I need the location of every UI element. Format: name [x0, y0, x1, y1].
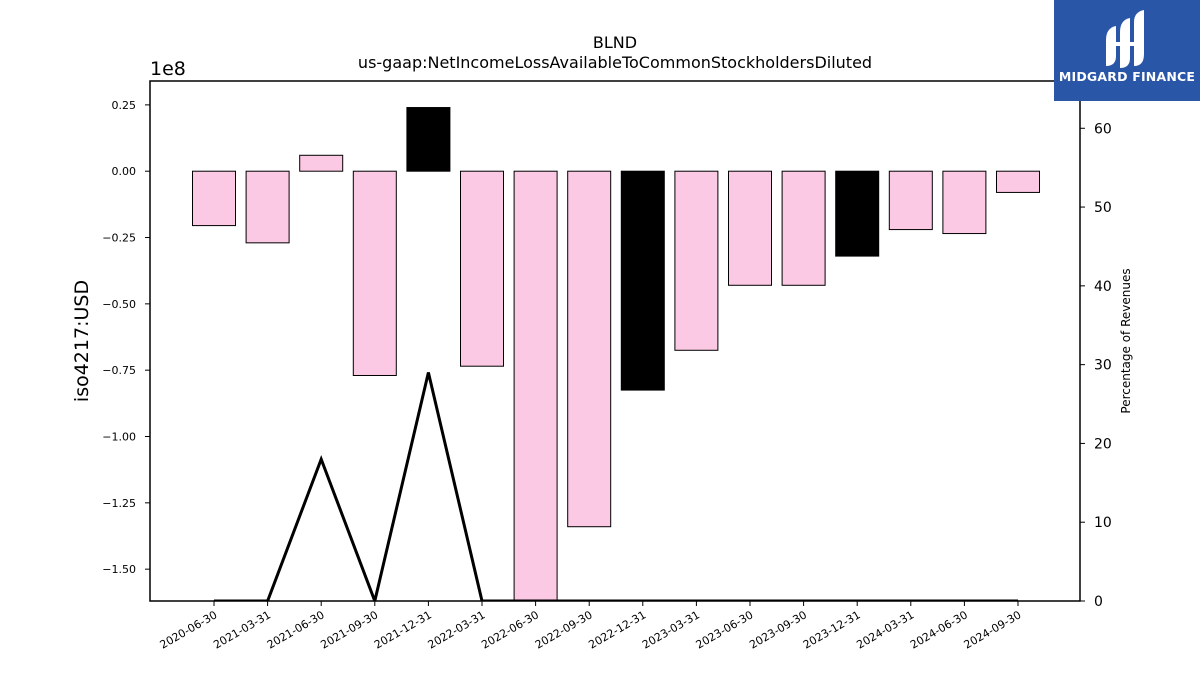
y-tick-label: −1.50: [102, 563, 136, 576]
x-tick-label: 2022-06-30: [479, 608, 541, 651]
y2-tick-label: 30: [1094, 358, 1112, 374]
bar-2021-12-31: [406, 107, 451, 172]
bar-2024-06-30: [942, 170, 987, 235]
bar-group: [192, 107, 1040, 601]
bar-2023-06-30: [728, 170, 772, 286]
midgard-logo-icon: [1106, 10, 1144, 68]
x-tick-label: 2021-03-31: [211, 608, 273, 651]
x-tick-label: 2023-09-30: [747, 608, 809, 651]
y-tick-label: 0.00: [112, 165, 137, 178]
bar-2021-06-30: [299, 154, 344, 172]
x-tick-label: 2021-09-30: [318, 608, 380, 651]
y2-tick-label: 60: [1094, 121, 1112, 137]
y-tick-label: −0.50: [102, 298, 136, 311]
x-tick-label: 2024-09-30: [962, 608, 1024, 651]
plot-frame: [149, 80, 1081, 602]
bar-2022-03-31: [460, 170, 504, 367]
y-tick-label: −1.25: [102, 497, 136, 510]
bar-2023-12-31: [835, 170, 880, 257]
y2-tick-label: 20: [1094, 436, 1112, 452]
y-axis-label: iso4217:USD: [71, 280, 93, 402]
bar-2023-09-30: [781, 170, 826, 286]
x-tick-label: 2024-06-30: [908, 608, 970, 651]
y2-tick-label: 50: [1094, 200, 1112, 216]
bar-2020-06-30: [192, 170, 236, 227]
midgard-finance-logo: MIDGARD FINANCE: [1054, 0, 1200, 101]
y2-tick-label: 0: [1094, 594, 1103, 610]
chart-title: BLND: [593, 33, 637, 52]
percentage-line: [214, 372, 1018, 601]
x-tick-label: 2021-12-31: [372, 608, 434, 651]
y-tick-label: −1.00: [102, 431, 136, 444]
chart-subtitle: us-gaap:NetIncomeLossAvailableToCommonSt…: [358, 53, 872, 72]
bar-2023-03-31: [674, 170, 719, 351]
y-offset-label: 1e8: [150, 58, 186, 80]
bar-2021-09-30: [352, 170, 397, 376]
y2-tick-label: 40: [1094, 279, 1112, 295]
bar-2022-12-31: [620, 170, 665, 391]
x-tick-label: 2023-12-31: [801, 608, 863, 651]
bar-2024-09-30: [996, 170, 1040, 193]
y2-axis-label: Percentage of Revenues: [1119, 268, 1133, 413]
bar-2024-03-31: [888, 170, 933, 231]
line-group: [214, 372, 1018, 601]
bar-2022-06-30: [513, 170, 558, 601]
x-tick-label: 2023-06-30: [694, 608, 756, 651]
x-tick-label: 2021-06-30: [265, 608, 327, 651]
x-tick-label: 2024-03-31: [854, 608, 916, 651]
bar-2022-09-30: [567, 170, 612, 528]
logo-text: MIDGARD FINANCE: [1058, 69, 1196, 84]
y-tick-label: −0.25: [102, 232, 136, 245]
x-tick-label: 2022-09-30: [533, 608, 595, 651]
y-tick-label: −0.75: [102, 364, 136, 377]
x-tick-label: 2022-12-31: [586, 608, 648, 651]
bar-2021-03-31: [245, 170, 290, 244]
x-tick-label: 2023-03-31: [640, 608, 702, 651]
y-tick-label: 0.25: [112, 99, 137, 112]
x-tick-label: 2022-03-31: [426, 608, 488, 651]
x-tick-label: 2020-06-30: [158, 608, 220, 651]
y2-tick-label: 10: [1094, 515, 1112, 531]
